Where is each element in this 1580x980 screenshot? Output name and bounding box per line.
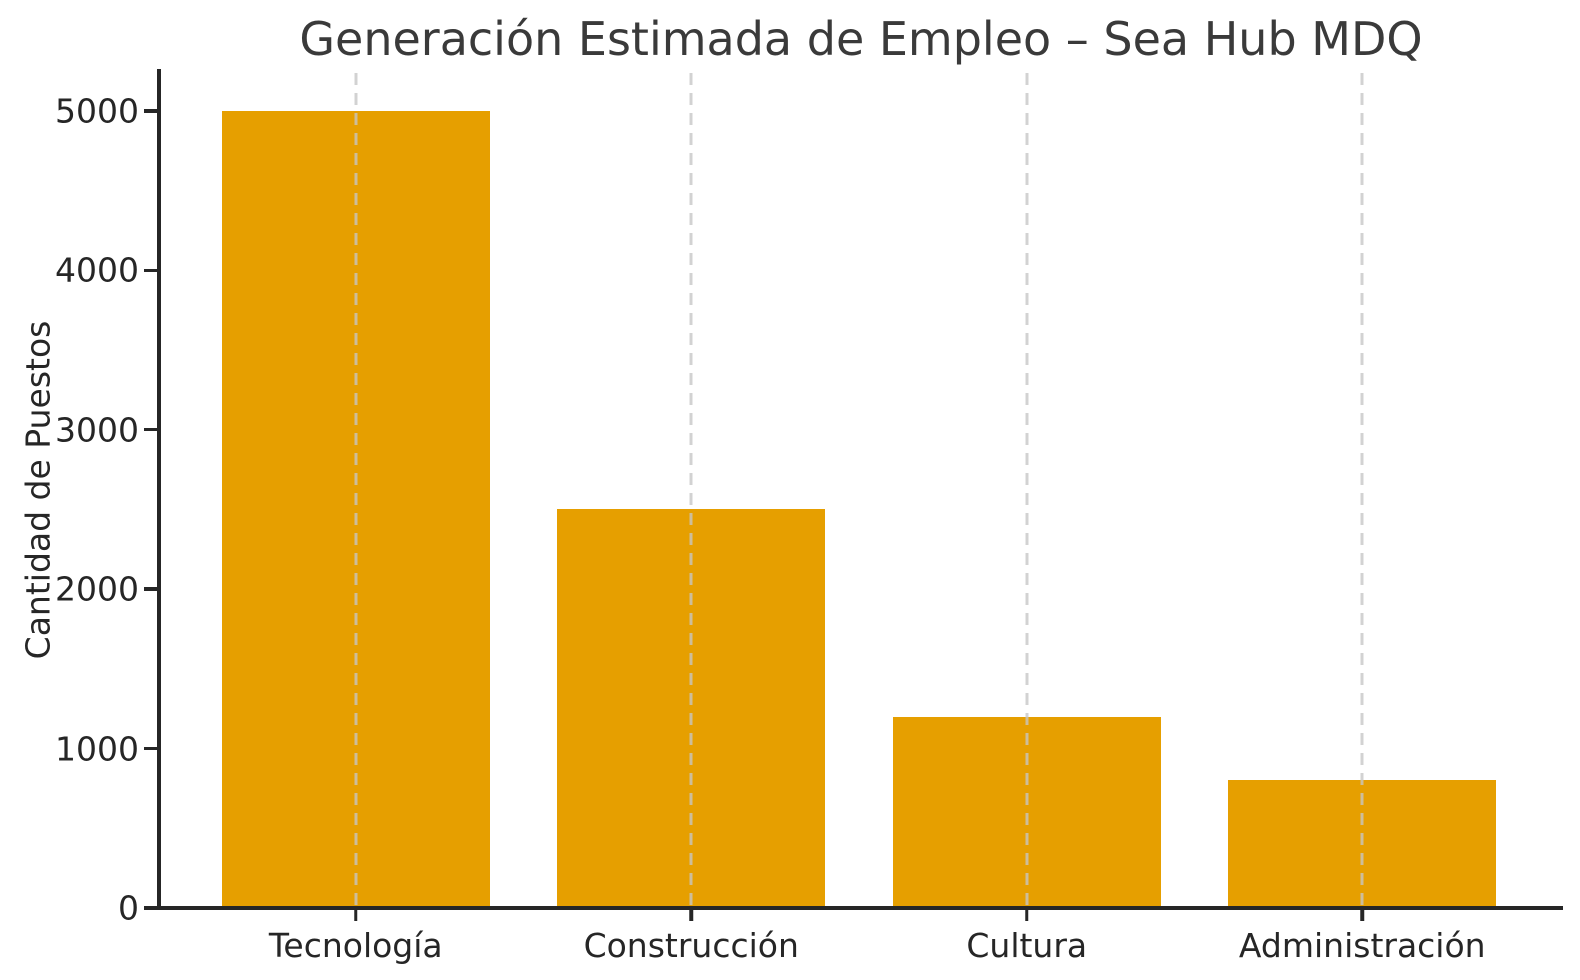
y-axis-spine xyxy=(157,69,161,910)
y-axis-label: Cantidad de Puestos xyxy=(18,320,58,660)
gridline-cultura xyxy=(1025,73,1029,908)
y-tick-label-4000: 4000 xyxy=(55,250,139,290)
gridline-tecnologia xyxy=(354,73,358,908)
gridline-administracion xyxy=(1360,73,1364,908)
y-tick-label-3000: 3000 xyxy=(55,410,139,450)
gridline-construccion xyxy=(689,73,693,908)
y-tick-mark-4000 xyxy=(144,268,159,273)
chart-title: Generación Estimada de Empleo – Sea Hub … xyxy=(299,12,1423,66)
x-tick-mark-construccion xyxy=(689,908,693,921)
y-tick-label-5000: 5000 xyxy=(55,91,139,131)
x-tick-mark-administracion xyxy=(1360,908,1364,921)
x-tick-label-administracion: Administración xyxy=(1238,926,1486,965)
y-tick-mark-5000 xyxy=(144,109,159,113)
category-slot-cultura: Cultura xyxy=(859,71,1195,965)
x-tick-label-cultura: Cultura xyxy=(966,926,1088,965)
x-tick-mark-cultura xyxy=(1025,908,1029,921)
x-tick-label-tecnologia: Tecnología xyxy=(268,926,443,965)
category-slot-construccion: Construcción xyxy=(524,71,860,965)
y-tick-mark-2000 xyxy=(144,587,159,591)
y-tick-label-1000: 1000 xyxy=(55,729,139,769)
y-tick-mark-1000 xyxy=(144,746,159,751)
bars-row: Tecnología Construcción Cultura Administrac… xyxy=(188,71,1531,965)
y-tick-mark-3000 xyxy=(144,427,159,432)
y-tick-label-2000: 2000 xyxy=(55,569,139,609)
y-tick-label-0: 0 xyxy=(118,888,139,928)
plot-area: Tecnología Construcción Cultura Administrac… xyxy=(55,69,1563,965)
x-axis-spine xyxy=(157,906,1563,910)
y-tick-mark-0 xyxy=(144,906,159,910)
category-slot-tecnologia: Tecnología xyxy=(188,71,524,965)
x-tick-mark-tecnologia xyxy=(354,908,358,921)
x-tick-label-construccion: Construcción xyxy=(583,926,799,965)
category-slot-administracion: Administración xyxy=(1195,71,1531,965)
